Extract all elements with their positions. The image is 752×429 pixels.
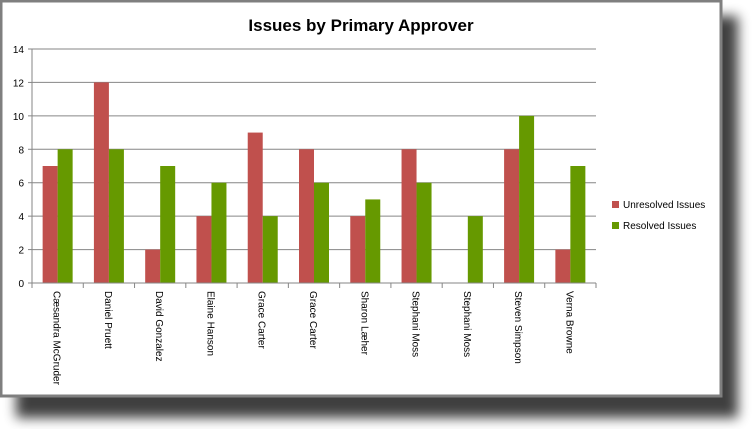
y-tick-label: 2 bbox=[18, 246, 24, 257]
legend-swatch bbox=[612, 222, 619, 229]
bar-unresolved bbox=[196, 216, 212, 283]
bar-unresolved bbox=[504, 149, 520, 283]
bar-resolved bbox=[160, 166, 176, 283]
bar-resolved bbox=[467, 216, 483, 283]
x-tick-label: Cæsandra McGruder bbox=[51, 291, 62, 386]
bar-resolved bbox=[314, 182, 329, 283]
y-tick-label: 14 bbox=[13, 45, 25, 56]
bar-resolved bbox=[262, 216, 278, 283]
bar-unresolved bbox=[42, 166, 58, 283]
x-tick-label: Elaine Hanson bbox=[204, 291, 215, 356]
y-tick-label: 8 bbox=[18, 145, 24, 156]
bar-resolved bbox=[416, 182, 432, 283]
x-tick-label: Daniel Pruett bbox=[102, 291, 113, 349]
legend-label: Unresolved Issues bbox=[623, 200, 705, 211]
bar-unresolved bbox=[299, 149, 314, 283]
y-tick-label: 12 bbox=[13, 78, 25, 89]
bar-resolved bbox=[211, 182, 227, 283]
y-tick-label: 6 bbox=[18, 179, 24, 190]
x-tick-label: Grace Carter bbox=[256, 291, 267, 349]
x-tick-label: Steven Simpson bbox=[512, 291, 523, 364]
bar-unresolved bbox=[93, 82, 109, 283]
bar-resolved bbox=[365, 199, 381, 283]
bars bbox=[42, 82, 586, 283]
bar-resolved bbox=[570, 166, 586, 283]
bar-resolved bbox=[57, 149, 73, 283]
bar-unresolved bbox=[555, 249, 571, 283]
bar-resolved bbox=[108, 149, 124, 283]
legend-swatch bbox=[612, 201, 619, 208]
bar-unresolved bbox=[401, 149, 417, 283]
x-tick-label: Sharon Læher bbox=[358, 291, 369, 356]
y-tick-label: 10 bbox=[13, 112, 25, 123]
x-tick-label: Verna Browne bbox=[563, 291, 574, 354]
x-tick-label: Stephani Moss bbox=[410, 291, 421, 357]
bar-unresolved bbox=[247, 132, 263, 283]
y-tick-label: 4 bbox=[18, 212, 24, 223]
legend: Unresolved Issues Resolved Issues bbox=[612, 200, 705, 232]
y-tick-label: 0 bbox=[18, 279, 24, 290]
axes: 0 2 4 6 8 10 12 14 Cæsandra McGruder Daniel Pruet… bbox=[13, 45, 597, 386]
x-tick-label: Stephani Moss bbox=[461, 291, 472, 357]
bar-unresolved bbox=[145, 249, 161, 283]
legend-label: Resolved Issues bbox=[623, 221, 696, 232]
bar-resolved bbox=[519, 115, 535, 283]
chart-title: Issues by Primary Approver bbox=[248, 16, 474, 35]
bar-unresolved bbox=[350, 216, 366, 283]
x-tick-label: David Gonzalez bbox=[153, 291, 164, 362]
x-tick-label: Grace Carter bbox=[307, 291, 318, 349]
